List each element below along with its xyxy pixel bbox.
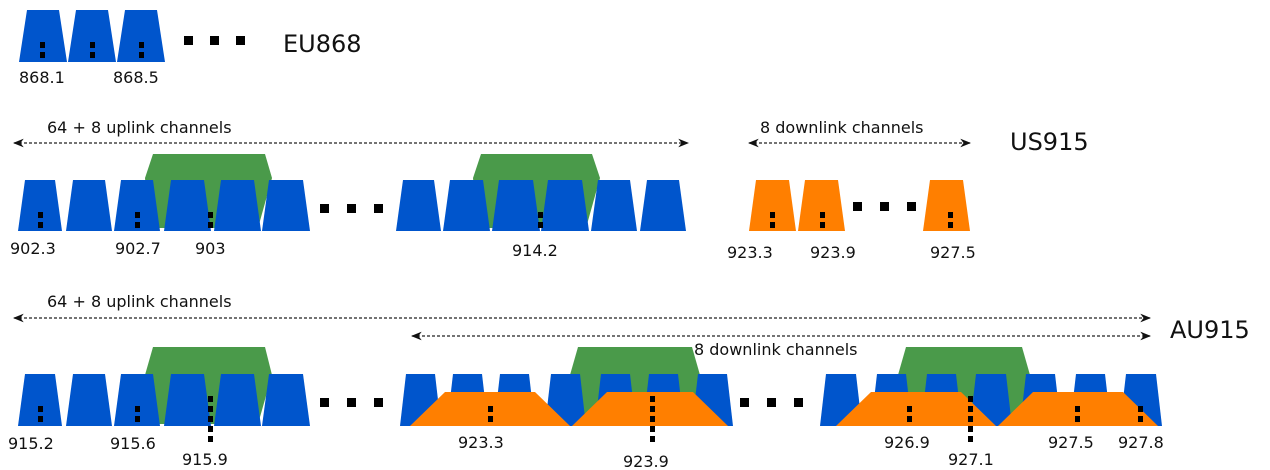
freq-label: 902.3: [10, 239, 56, 258]
us915-downlink-ellipsis: [853, 202, 916, 211]
freq-label: 903: [195, 239, 226, 258]
au915-uplink-channel: [66, 374, 112, 426]
au915-uplink-channel: [262, 374, 310, 426]
au915-uplink-channel: [18, 374, 62, 426]
eu868-marker-1: [40, 42, 45, 48]
freq-label: 923.3: [727, 243, 773, 262]
us915-uplink-channel: [114, 180, 160, 231]
downlink-channels-note: 8 downlink channels: [694, 340, 857, 359]
us915-uplink-channel: [492, 180, 540, 231]
band-name-au915: AU915: [1170, 316, 1250, 344]
band-name-eu868: EU868: [283, 30, 362, 58]
us915-downlink-channel: [798, 180, 845, 231]
eu868-section: 868.1 868.5 EU868: [19, 10, 362, 87]
us915-wide-uplink-2: [473, 154, 600, 178]
us915-ellipsis: [320, 204, 383, 213]
us915-uplink-channel: [262, 180, 310, 231]
au915-ellipsis-2: [740, 398, 803, 407]
au915-markers: [38, 396, 1143, 442]
uplink-channels-note: 64 + 8 uplink channels: [47, 292, 232, 311]
freq-label: 927.8: [1118, 433, 1164, 452]
au915-uplink-channel: [214, 374, 261, 426]
eu868-channel-2: [68, 10, 116, 62]
eu868-marker-3: [139, 42, 144, 48]
us915-uplink-channel: [164, 180, 211, 231]
band-name-us915: US915: [1010, 128, 1089, 156]
au915-uplink-channel: [114, 374, 160, 426]
us915-markers: [38, 212, 953, 228]
freq-label: 923.9: [810, 243, 856, 262]
us915-uplink-channel: [66, 180, 112, 231]
us915-wide-uplink-1: [145, 154, 272, 178]
freq-label: 927.5: [1048, 433, 1094, 452]
freq-label: 902.7: [115, 239, 161, 258]
us915-downlink-channel: [923, 180, 970, 231]
us915-uplink-channel: [640, 180, 686, 231]
freq-label: 927.1: [948, 450, 994, 469]
eu868-marker-2: [90, 42, 95, 48]
uplink-channels-note: 64 + 8 uplink channels: [47, 118, 232, 137]
us915-uplink-channel: [541, 180, 589, 231]
freq-label: 915.9: [182, 450, 228, 469]
us915-downlink-channel: [749, 180, 796, 231]
freq-label: 927.5: [930, 243, 976, 262]
downlink-channels-note: 8 downlink channels: [760, 118, 923, 137]
eu868-marker-1b: [40, 52, 45, 58]
au915-wide-uplink: [898, 347, 1030, 375]
au915-uplink-channel: [164, 374, 211, 426]
us915-uplink-channel: [214, 180, 261, 231]
eu868-ellipsis: [184, 36, 245, 45]
eu868-marker-3b: [139, 52, 144, 58]
freq-label: 923.9: [623, 452, 669, 470]
us915-uplink-channel: [396, 180, 441, 231]
au915-ellipsis: [320, 398, 383, 407]
au915-downlink-channel: [836, 392, 996, 426]
us915-section: 64 + 8 uplink channels 8 downlink channe…: [10, 118, 1089, 262]
au915-wide-uplink: [145, 347, 272, 375]
eu868-channel-3: [117, 10, 165, 62]
us915-uplink-channel: [591, 180, 637, 231]
au915-section: 64 + 8 uplink channels AU915: [8, 292, 1250, 470]
freq-label: 914.2: [512, 241, 558, 260]
freq-label: 868.1: [19, 68, 65, 87]
au915-wide-uplink: [570, 347, 700, 375]
freq-label: 923.3: [458, 433, 504, 452]
us915-uplink-channel: [443, 180, 490, 231]
freq-label: 868.5: [113, 68, 159, 87]
eu868-channel-1: [19, 10, 67, 62]
freq-label: 926.9: [884, 433, 930, 452]
eu868-marker-2b: [90, 52, 95, 58]
freq-label: 915.2: [8, 434, 54, 453]
freq-label: 915.6: [110, 434, 156, 453]
us915-uplink-channel: [18, 180, 62, 231]
